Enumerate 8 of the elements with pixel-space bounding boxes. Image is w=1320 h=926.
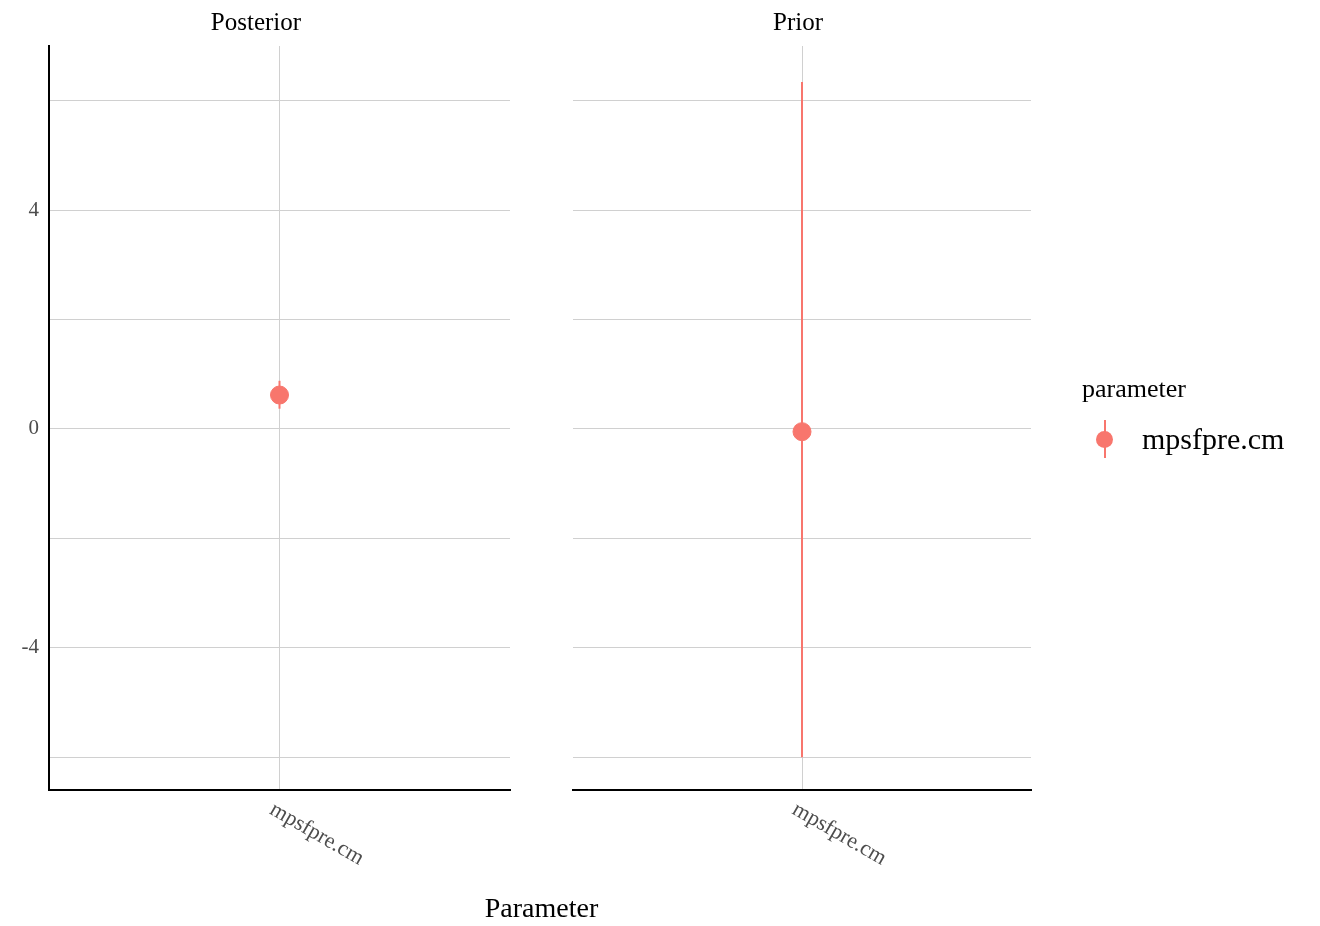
chart-title: Prior: [773, 7, 824, 35]
x-axis-title: Parameter: [483, 892, 600, 924]
legend-label: mpsfpre.cm: [1142, 422, 1285, 456]
chart-title: Posterior: [210, 7, 302, 35]
y-tick-label: 4: [28, 196, 40, 221]
y-tick-label: 0: [28, 415, 39, 440]
legend-title: parameter: [1082, 374, 1187, 404]
y-tick-label: -4: [21, 634, 40, 659]
